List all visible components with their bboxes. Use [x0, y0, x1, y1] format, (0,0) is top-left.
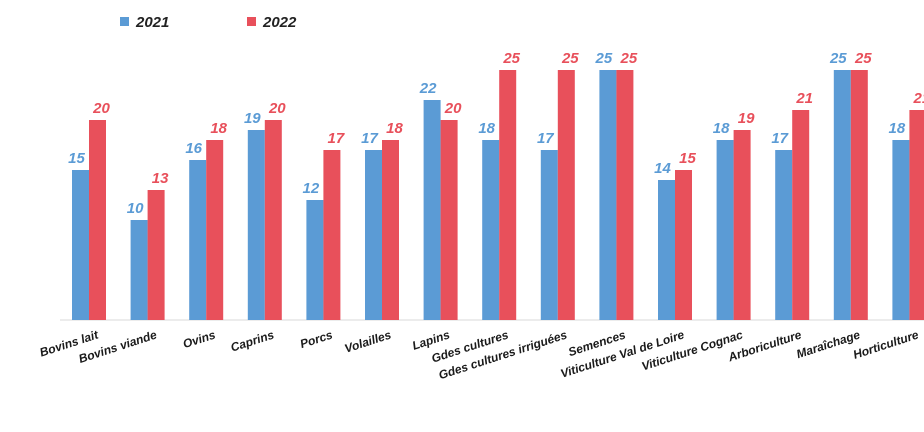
value-label-2021-horticulture: 18 [889, 120, 906, 137]
bar-2022-bovins-lait [89, 120, 106, 320]
bar-2022-bovins-viande [147, 190, 165, 320]
value-label-2021-ovins: 16 [185, 140, 202, 157]
value-label-2022-gdes-cultures: 25 [502, 50, 520, 67]
bar-2022-ovins [206, 140, 224, 320]
value-labels-group: 15 20 10 13 16 18 19 20 12 17 17 18 22 20 18 25 17 25 25 25… [68, 50, 924, 217]
value-label-2022-semences: 25 [620, 50, 638, 67]
value-label-2022-arboriculture: 21 [795, 90, 813, 107]
value-label-2022-lapins: 20 [444, 100, 462, 117]
value-label-2021-gdes-cultures-irriguees: 17 [537, 130, 554, 147]
value-label-2021-caprins: 19 [244, 110, 261, 127]
legend-swatch-2021 [120, 17, 129, 26]
x-tick-label-horticulture: Horticulture [851, 327, 920, 361]
value-label-2022-ovins: 18 [210, 120, 227, 137]
bar-2021-viticulture-val-de-loire [658, 180, 675, 320]
value-label-2021-bovins-viande: 10 [127, 200, 144, 217]
chart-legend: 2021 2022 [120, 14, 297, 31]
value-label-2022-volailles: 18 [386, 120, 403, 137]
bar-2021-bovins-viande [130, 220, 148, 320]
bar-2022-arboriculture [792, 110, 810, 320]
value-label-2021-lapins: 22 [419, 80, 437, 97]
bar-2021-caprins [247, 130, 265, 320]
x-tick-label-ovins: Ovins [181, 327, 217, 351]
bar-2021-gdes-cultures-irriguees [540, 150, 558, 320]
x-tick-label-porcs: Porcs [298, 327, 334, 351]
bar-2022-porcs [323, 150, 341, 320]
bar-2022-semences [616, 70, 634, 320]
value-label-2022-gdes-cultures-irriguees: 25 [561, 50, 579, 67]
value-label-2021-maraichage: 25 [829, 50, 847, 67]
bar-2022-gdes-cultures-irriguees [557, 70, 575, 320]
bar-2022-viticulture-cognac [733, 130, 751, 320]
value-label-2022-horticulture: 21 [913, 90, 924, 107]
value-label-2022-viticulture-val-de-loire: 15 [679, 150, 696, 167]
bar-2022-horticulture [909, 110, 924, 320]
bars-group [72, 70, 924, 320]
bar-2022-caprins [264, 120, 282, 320]
value-label-2022-viticulture-cognac: 19 [738, 110, 755, 127]
bar-2021-gdes-cultures [482, 140, 500, 320]
x-tick-label-maraichage: Maraîchage [795, 327, 862, 361]
value-label-2021-bovins-lait: 15 [68, 150, 85, 167]
bar-2022-lapins [440, 120, 458, 320]
bar-2021-semences [599, 70, 617, 320]
value-label-2021-viticulture-cognac: 18 [713, 120, 730, 137]
plot-area: 15 20 10 13 16 18 19 20 12 17 17 18 22 20 18 25 17 25 25 25… [38, 50, 924, 382]
legend-label-2022: 2022 [262, 14, 297, 31]
bar-2021-volailles [365, 150, 382, 320]
bar-2022-volailles [382, 140, 399, 320]
x-tick-label-caprins: Caprins [229, 327, 276, 354]
value-label-2022-maraichage: 25 [854, 50, 872, 67]
value-label-2022-porcs: 17 [328, 130, 345, 147]
bar-2021-lapins [423, 100, 441, 320]
bar-2021-bovins-lait [72, 170, 89, 320]
bar-2021-arboriculture [775, 150, 793, 320]
value-label-2021-arboriculture: 17 [771, 130, 788, 147]
value-label-2022-caprins: 20 [268, 100, 286, 117]
bar-2022-maraichage [850, 70, 868, 320]
bar-2021-porcs [306, 200, 324, 320]
value-label-2021-gdes-cultures: 18 [478, 120, 495, 137]
bar-2022-viticulture-val-de-loire [675, 170, 692, 320]
value-label-2022-bovins-lait: 20 [92, 100, 110, 117]
value-label-2022-bovins-viande: 13 [152, 170, 169, 187]
value-label-2021-semences: 25 [595, 50, 613, 67]
legend-label-2021: 2021 [135, 14, 169, 31]
x-tick-label-volailles: Volailles [343, 327, 394, 355]
bar-2021-maraichage [833, 70, 851, 320]
legend-swatch-2022 [247, 17, 256, 26]
bar-2022-gdes-cultures [499, 70, 517, 320]
value-label-2021-viticulture-val-de-loire: 14 [654, 160, 671, 177]
bar-2021-horticulture [892, 140, 910, 320]
value-label-2021-volailles: 17 [361, 130, 378, 147]
bar-2021-viticulture-cognac [716, 140, 734, 320]
value-label-2021-porcs: 12 [303, 180, 320, 197]
bar-2021-ovins [189, 160, 207, 320]
